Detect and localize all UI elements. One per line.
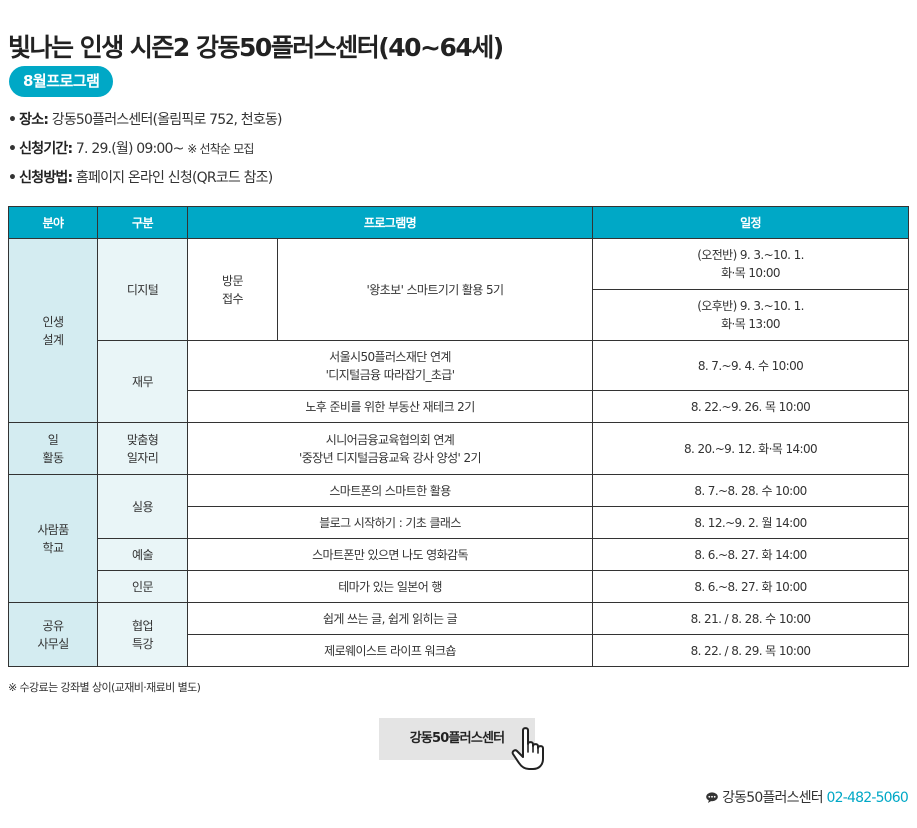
program-schedule: 8. 7.~8. 28. 수 10:00 <box>592 474 910 507</box>
center-link-button[interactable]: 강동50플러스센터 <box>379 718 535 760</box>
info-list: • 장소: 강동50플러스센터(올림픽로 752, 천호동) • 신청기간: 7. … <box>8 108 283 195</box>
table-row: 공유 사무실 협업 특강 쉽게 쓰는 글, 쉽게 읽히는 글 8. 21. / … <box>8 602 910 667</box>
header-area: 분야 <box>8 206 98 239</box>
program-name: 노후 준비를 위한 부동산 재테크 2기 <box>186 390 594 423</box>
page-title: 빛나는 인생 시즌2 강동50플러스센터(40~64세) <box>8 33 504 62</box>
table-row: 사람품 학교 실용 스마트폰의 스마트한 활용 8. 7.~8. 28. 수 1… <box>8 474 910 603</box>
program-name: 시니어금융교육협의회 연계 '중장년 디지털금융교육 강사 양성' 2기 <box>186 422 594 475</box>
program-name: 서울시50플러스재단 연계 '디지털금융 따라잡기_초급' <box>186 340 594 391</box>
sub-art: 예술 <box>97 538 188 571</box>
program-schedule: 8. 21. / 8. 28. 수 10:00 <box>592 602 910 635</box>
location-label: 장소: <box>19 112 49 128</box>
table-header-row: 분야 구분 프로그램명 일정 <box>8 206 910 239</box>
period-note: ※ 선착순 모집 <box>187 142 254 156</box>
table-row: 재무 서울시50플러스재단 연계 '디지털금융 따라잡기_초급' 8. 7.~9… <box>9 340 910 423</box>
table-row: 인생 설계 디지털 방문 접수 '왕초보' 스마트기기 활용 5기 (오전반) … <box>8 238 910 423</box>
bullet: • <box>8 141 17 157</box>
contact-name: 강동50플러스센터 <box>722 790 827 806</box>
contact-phone[interactable]: 02-482-5060 <box>826 790 909 806</box>
program-schedule: (오후반) 9. 3.~10. 1. 화·목 13:00 <box>592 289 910 341</box>
sub-special: 협업 특강 <box>97 602 188 667</box>
sub-humanities: 인문 <box>97 570 188 603</box>
program-name: 제로웨이스트 라이프 워크숍 <box>186 634 594 667</box>
program-name: 테마가 있는 일본어 행 <box>186 570 594 603</box>
sub-digital: 디지털 <box>97 238 188 341</box>
contact-line: 강동50플러스센터 02-482-5060 <box>706 787 909 807</box>
program-name: 블로그 시작하기 : 기초 클래스 <box>186 506 594 539</box>
period-label: 신청기간: <box>19 141 73 157</box>
fee-footnote: ※ 수강료는 강좌별 상이(교재비·재료비 별도) <box>8 681 201 694</box>
program-name: 쉽게 쓰는 글, 쉽게 읽히는 글 <box>186 602 594 635</box>
sub-visit: 방문 접수 <box>187 238 278 341</box>
table-row: 일 활동 맞춤형 일자리 시니어금융교육협의회 연계 '중장년 디지털금융교육 … <box>8 422 910 475</box>
table-row: (오후반) 9. 3.~10. 1. 화·목 13:00 <box>9 289 910 341</box>
header-program: 프로그램명 <box>186 206 594 239</box>
table-row: 제로웨이스트 라이프 워크숍 8. 22. / 8. 29. 목 10:00 <box>9 634 910 667</box>
header-category: 구분 <box>97 206 188 239</box>
sub-practical: 실용 <box>97 474 188 539</box>
program-schedule: 8. 20.~9. 12. 화·목 14:00 <box>592 422 910 475</box>
program-name: '왕초보' 스마트기기 활용 5기 <box>276 238 594 341</box>
program-name: 스마트폰만 있으면 나도 영화감독 <box>186 538 594 571</box>
location-value: 강동50플러스센터(올림픽로 752, 천호동) <box>48 112 283 128</box>
info-period: • 신청기간: 7. 29.(월) 09:00~ ※ 선착순 모집 <box>8 137 282 166</box>
group-work: 일 활동 <box>8 422 98 475</box>
program-schedule: (오전반) 9. 3.~10. 1. 화·목 10:00 <box>592 238 910 290</box>
table-row: 인문 테마가 있는 일본어 행 8. 6.~8. 27. 화 10:00 <box>9 570 910 603</box>
table-row: 예술 스마트폰만 있으면 나도 영화감독 8. 6.~8. 27. 화 14:0… <box>9 538 910 571</box>
pointing-hand-icon[interactable] <box>510 726 554 772</box>
method-value: 홈페이지 온라인 신청(QR코드 참조) <box>72 170 273 186</box>
group-school: 사람품 학교 <box>8 474 98 603</box>
period-value: 7. 29.(월) 09:00~ <box>72 141 188 157</box>
method-label: 신청방법: <box>19 170 73 186</box>
program-schedule: 8. 22. / 8. 29. 목 10:00 <box>592 634 910 667</box>
program-name: 스마트폰의 스마트한 활용 <box>186 474 594 507</box>
program-schedule: 8. 6.~8. 27. 화 14:00 <box>592 538 910 571</box>
info-method: • 신청방법: 홈페이지 온라인 신청(QR코드 참조) <box>8 166 282 195</box>
month-badge: 8월프로그램 <box>9 66 114 97</box>
bullet: • <box>8 112 17 128</box>
program-schedule: 8. 22.~9. 26. 목 10:00 <box>592 390 910 423</box>
group-life-design: 인생 설계 <box>8 238 98 423</box>
bullet: • <box>8 170 17 186</box>
program-schedule: 8. 12.~9. 2. 월 14:00 <box>592 506 910 539</box>
table-row: 블로그 시작하기 : 기초 클래스 8. 12.~9. 2. 월 14:00 <box>9 506 910 539</box>
header-schedule: 일정 <box>592 206 910 239</box>
program-schedule: 8. 6.~8. 27. 화 10:00 <box>592 570 910 603</box>
program-schedule: 8. 7.~9. 4. 수 10:00 <box>592 340 910 391</box>
sub-job: 맞춤형 일자리 <box>97 422 188 475</box>
chat-bubble-icon <box>706 792 718 803</box>
table-row: 노후 준비를 위한 부동산 재테크 2기 8. 22.~9. 26. 목 10:… <box>9 390 910 423</box>
program-table: 분야 구분 프로그램명 일정 인생 설계 디지털 방문 접수 '왕초보' 스마트… <box>8 206 910 667</box>
sub-finance: 재무 <box>97 340 188 423</box>
info-location: • 장소: 강동50플러스센터(올림픽로 752, 천호동) <box>8 108 283 137</box>
group-office: 공유 사무실 <box>8 602 98 667</box>
